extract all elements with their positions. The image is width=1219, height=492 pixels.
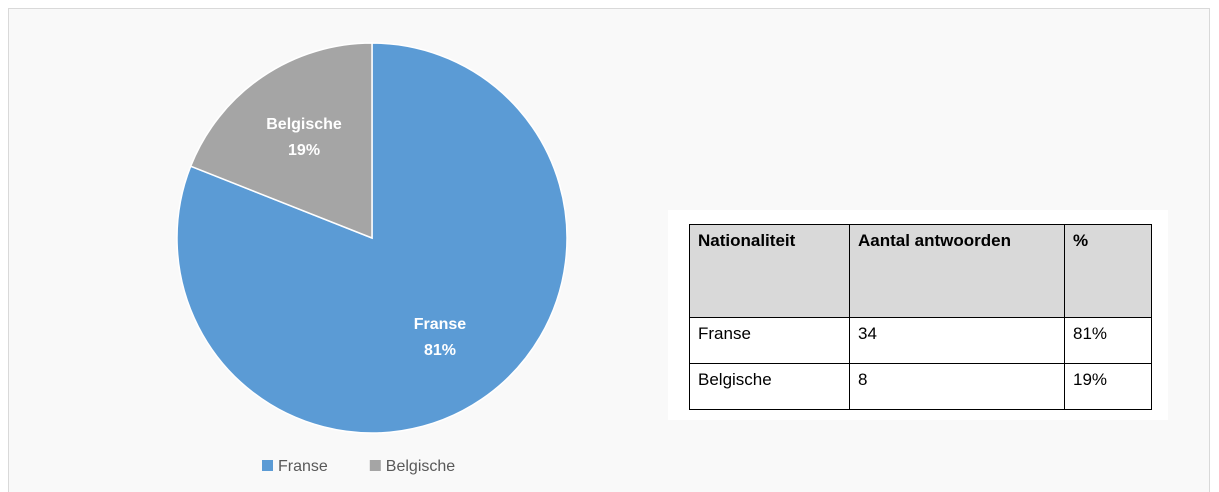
header-row: Nationaliteit Aantal antwoorden % xyxy=(689,224,1152,318)
cell: Franse xyxy=(689,317,850,364)
header-cell: Nationaliteit xyxy=(689,224,850,318)
header-cell: Aantal antwoorden xyxy=(849,224,1065,318)
data-label-value: 81% xyxy=(424,342,456,359)
legend-label: Franse xyxy=(278,458,328,475)
cell: 19% xyxy=(1064,363,1152,410)
data-label-category: Belgische xyxy=(266,116,342,133)
cell: 81% xyxy=(1064,317,1152,364)
legend-swatch xyxy=(262,460,273,471)
data-label: Belgische 19% xyxy=(266,116,342,159)
row: Belgische 8 19% xyxy=(689,363,1152,410)
cell: 34 xyxy=(849,317,1065,364)
table-panel: Nationaliteit Aantal antwoorden % Franse… xyxy=(668,210,1168,420)
row: Franse 34 81% xyxy=(689,317,1152,364)
cell: Belgische xyxy=(689,363,850,410)
data-label: Franse 81% xyxy=(414,316,467,359)
data-label-category: Franse xyxy=(414,316,467,333)
pie-slice xyxy=(189,42,373,240)
legend-swatch xyxy=(369,460,381,471)
cell: 8 xyxy=(849,363,1065,410)
table: Nationaliteit Aantal antwoorden % Franse… xyxy=(689,224,1152,410)
data-label-value: 19% xyxy=(288,142,320,159)
legend-label: Belgische xyxy=(386,458,455,475)
header-cell: % xyxy=(1064,224,1152,318)
